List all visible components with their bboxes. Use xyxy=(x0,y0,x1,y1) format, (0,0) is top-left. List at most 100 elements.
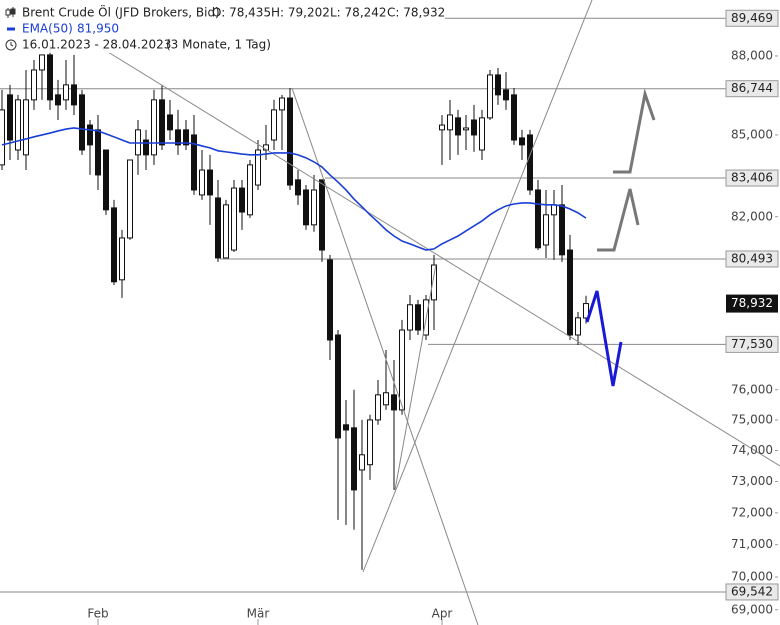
candle-body xyxy=(535,189,541,249)
trend-line xyxy=(94,43,780,467)
trend-line xyxy=(394,263,437,491)
y-tick-label: 70,000 xyxy=(731,570,773,584)
candle-body xyxy=(367,419,373,466)
candle-body xyxy=(391,394,397,411)
candle-body xyxy=(239,187,245,213)
last-price-label: 78,932 xyxy=(731,296,773,310)
candle-body xyxy=(279,97,285,111)
candle-body xyxy=(503,89,509,101)
candle-body xyxy=(87,124,93,146)
candle-body xyxy=(495,74,501,96)
candle-body xyxy=(311,189,317,226)
y-tick-label: 85,000 xyxy=(731,127,773,141)
candle-icon xyxy=(5,7,16,18)
candle-body xyxy=(335,334,341,439)
candle-body xyxy=(287,97,293,186)
level-label-box xyxy=(725,80,779,98)
candle-body xyxy=(0,109,5,166)
candle-body xyxy=(23,99,29,156)
candle-body xyxy=(191,134,197,191)
candle-body xyxy=(551,204,557,216)
candle-body xyxy=(479,117,485,151)
date-range: 16.01.2023 - 28.04.2023 xyxy=(22,38,171,52)
level-label: 69,542 xyxy=(731,584,773,598)
last-price-box xyxy=(726,294,778,313)
level-label-box xyxy=(725,335,779,353)
level-label-box xyxy=(725,583,779,601)
candle-body xyxy=(15,99,21,151)
candle-body xyxy=(319,179,325,251)
candle-body xyxy=(407,304,413,331)
ema xyxy=(1,127,587,251)
candles xyxy=(0,44,589,570)
y-tick-label: 88,000 xyxy=(731,48,773,62)
y-tick-label: 71,000 xyxy=(731,537,773,551)
level-label: 83,406 xyxy=(731,171,773,185)
candle-body xyxy=(47,54,53,101)
level-label: 86,744 xyxy=(731,81,773,95)
candle-body xyxy=(575,317,581,336)
x-tick-label: Apr xyxy=(432,607,453,621)
ohlc-low: L: 78,242 xyxy=(330,6,387,20)
zigzag xyxy=(613,88,656,174)
header: Brent Crude Öl (JFD Brokers, Bid) O: 78,… xyxy=(0,3,445,53)
candle-body xyxy=(31,69,37,101)
trend-line xyxy=(291,87,479,625)
price-labels: 89,469 86,744 83,406 80,493 77,530 69,542 78,9… xyxy=(725,9,779,601)
x-tick-label: Feb xyxy=(87,607,108,621)
candle-body xyxy=(55,94,61,106)
candle-body xyxy=(207,169,213,196)
candle-body xyxy=(359,454,365,471)
candle-body xyxy=(71,84,77,106)
y-tick-label: 76,000 xyxy=(731,382,773,396)
candle-body xyxy=(103,149,109,211)
zigzag xyxy=(585,290,623,387)
ohlc-close: C: 78,932 xyxy=(387,6,445,20)
candle-body xyxy=(559,204,565,256)
candle-body xyxy=(375,394,381,421)
ohlc-high: H: 79,202 xyxy=(271,6,330,20)
candle-body xyxy=(183,129,189,146)
candle-body xyxy=(7,94,13,141)
level-label: 77,530 xyxy=(731,337,773,351)
candle-body xyxy=(431,264,437,301)
candle-body xyxy=(511,94,517,141)
candle-body xyxy=(463,127,469,131)
candle-body xyxy=(415,304,421,331)
candle-body xyxy=(223,204,229,259)
period: (3 Monate, 1 Tag) xyxy=(166,38,271,52)
level-label-box xyxy=(725,250,779,268)
candle-body xyxy=(295,179,301,196)
y-tick-label: 82,000 xyxy=(731,209,773,223)
candle-body xyxy=(527,134,533,191)
candle-body xyxy=(455,117,461,136)
candle-body xyxy=(519,137,525,146)
ohlc-open: O: 78,435 xyxy=(212,6,271,20)
candle-body xyxy=(543,214,549,246)
level-label-box xyxy=(725,9,779,27)
candle-body xyxy=(231,187,237,251)
candle-body xyxy=(399,329,405,411)
candle-body xyxy=(199,169,205,196)
y-tick-label: 75,000 xyxy=(731,412,773,426)
candle-body xyxy=(471,119,477,136)
candle-body xyxy=(215,197,221,259)
title: Brent Crude Öl (JFD Brokers, Bid) xyxy=(22,4,220,20)
candle-body xyxy=(63,84,69,101)
trend-line xyxy=(362,0,593,573)
candle-body xyxy=(351,427,357,491)
y-tick-label: 72,000 xyxy=(731,505,773,519)
candle-body xyxy=(127,159,133,239)
candle-body xyxy=(167,114,173,131)
candle-body xyxy=(151,99,157,156)
candle-body xyxy=(343,424,349,431)
candle-body xyxy=(255,149,261,186)
trend-lines xyxy=(94,0,780,625)
candle-body xyxy=(175,129,181,146)
legend-value: 81,950 xyxy=(77,22,119,36)
y-tick-label: 69,000 xyxy=(731,602,773,616)
y-tick-label: 74,000 xyxy=(731,443,773,457)
candle-body xyxy=(303,189,309,226)
